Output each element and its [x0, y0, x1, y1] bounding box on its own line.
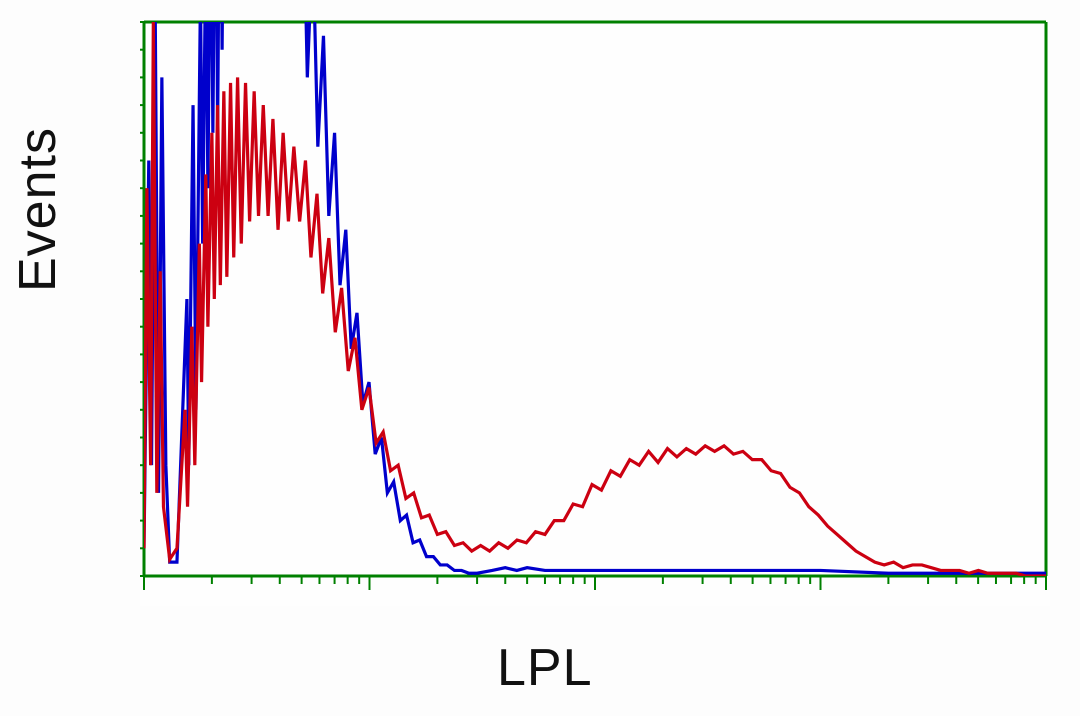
- chart-container: Events LPL: [0, 0, 1080, 716]
- x-axis-label: LPL: [497, 638, 593, 698]
- histogram-svg: [140, 20, 1050, 606]
- plot-area: [140, 20, 1050, 606]
- y-axis-label: Events: [8, 127, 68, 292]
